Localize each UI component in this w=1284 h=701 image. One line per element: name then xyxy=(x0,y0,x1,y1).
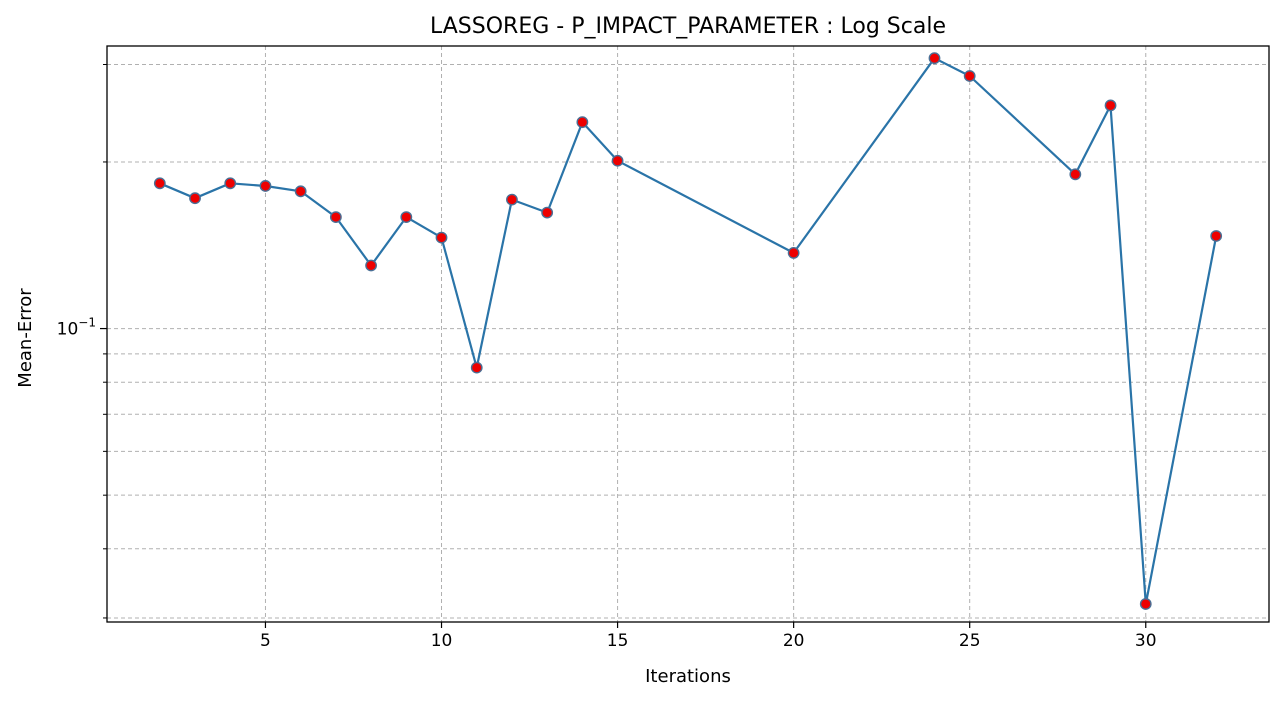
x-tick-label: 5 xyxy=(260,631,271,651)
data-point xyxy=(506,193,518,206)
data-point xyxy=(611,154,624,167)
data-point xyxy=(400,211,413,224)
data-point xyxy=(153,177,166,190)
data-point xyxy=(928,52,941,65)
data-point xyxy=(365,259,377,272)
data-point xyxy=(787,246,800,259)
plot-area xyxy=(153,52,1223,610)
data-point xyxy=(435,231,448,244)
x-tick-label: 15 xyxy=(607,631,629,651)
axes-frame xyxy=(106,45,1270,623)
data-point xyxy=(1139,598,1152,610)
chart-title: LASSOREG - P_IMPACT_PARAMETER : Log Scal… xyxy=(430,14,946,39)
y-axis-label: Mean-Error xyxy=(15,288,36,388)
x-axis-label: Iterations xyxy=(645,666,731,687)
data-point xyxy=(576,116,589,129)
data-point xyxy=(259,180,272,192)
data-point xyxy=(470,361,483,374)
x-tick-label: 30 xyxy=(1135,631,1157,651)
y-tick-label: 10−1 xyxy=(57,316,96,340)
data-point xyxy=(294,185,307,198)
data-point xyxy=(1210,230,1223,242)
data-point xyxy=(541,206,554,219)
data-point xyxy=(189,192,201,205)
x-tick-label: 20 xyxy=(783,631,805,651)
data-point xyxy=(224,177,237,190)
data-point xyxy=(1069,168,1082,181)
axis-ticks: 5 10 15 20 25 30 10−1 xyxy=(57,63,1157,651)
x-tick-label: 10 xyxy=(431,631,453,651)
data-point xyxy=(329,211,342,224)
data-point xyxy=(1104,99,1117,112)
data-point xyxy=(963,70,976,82)
grid xyxy=(107,46,1269,622)
x-tick-label: 25 xyxy=(959,631,981,651)
